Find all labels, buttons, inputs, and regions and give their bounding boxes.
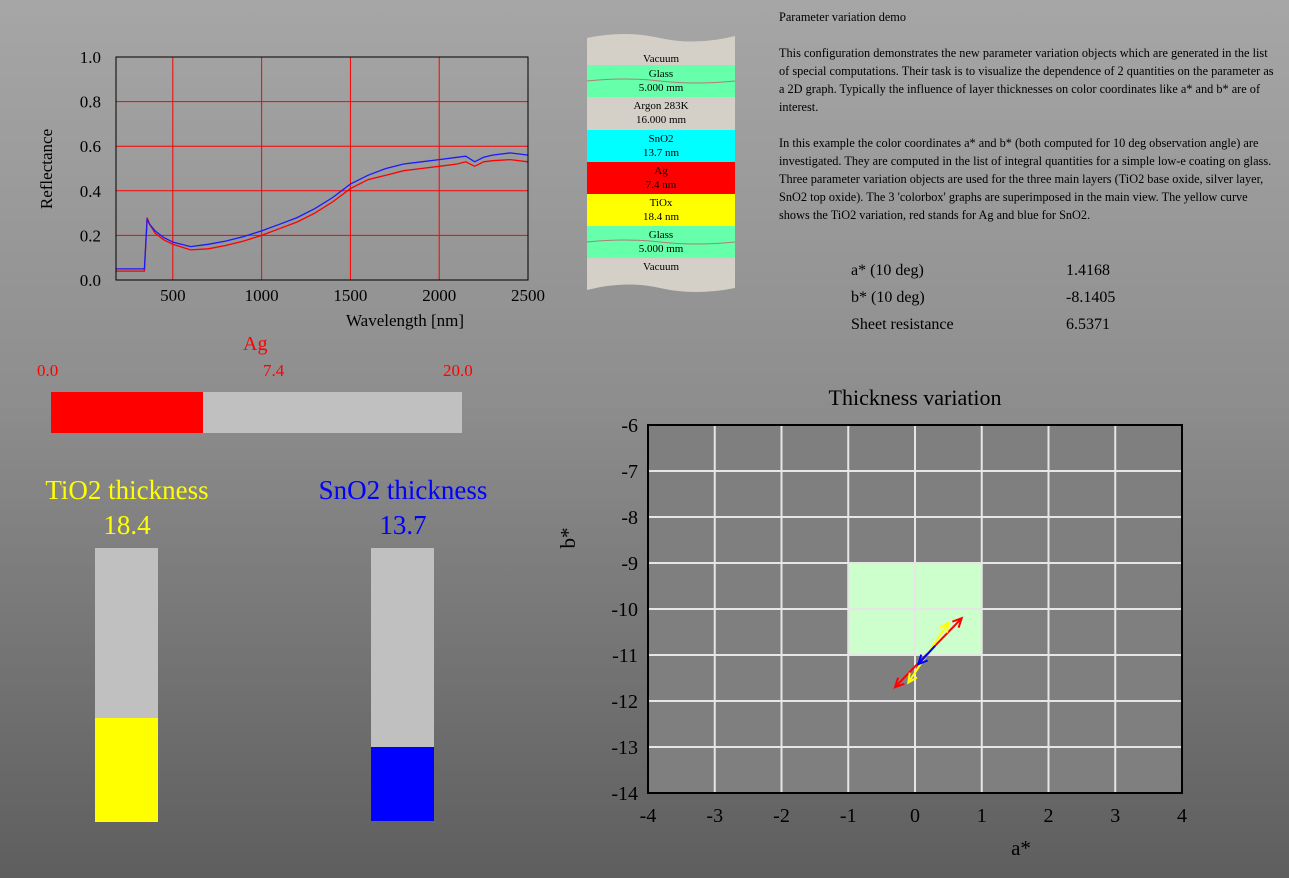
layer-stack-thickness: 18.4 nm: [643, 211, 680, 223]
variation-x-tick-label: -1: [840, 805, 857, 827]
variation-x-tick-label: 2: [1044, 805, 1054, 827]
reflectance-series: [116, 152, 529, 272]
variation-x-tick-label: 3: [1110, 805, 1120, 827]
reflectance-series-line: [116, 158, 529, 272]
variation-plot-frame: [647, 424, 1183, 794]
ag-slider-value-label: 7.4: [263, 361, 285, 380]
variation-x-tick-label: -3: [706, 805, 723, 827]
layer-stack-thickness: 16.000 mm: [636, 114, 687, 126]
sno2-thickness-title: SnO2 thickness: [318, 475, 488, 505]
tio2-thickness-bar[interactable]: [95, 548, 158, 822]
reflectance-series-line: [116, 152, 529, 270]
reflectance-plot-frame: [115, 56, 529, 281]
layer-stack-thickness: 5.000 mm: [639, 82, 684, 94]
layer-stack-thickness: 7.4 nm: [646, 179, 677, 191]
layer-stack-name: Argon 283K: [633, 100, 688, 112]
variation-y-tick-label: -13: [611, 737, 638, 759]
layer-stack-name: TiOx: [650, 197, 673, 209]
layer-stack-name: Vacuum: [643, 261, 679, 273]
layer-stack-name: Glass: [649, 68, 673, 80]
variation-title: Thickness variation: [829, 385, 1002, 410]
variation-y-tick-label: -8: [621, 507, 638, 529]
description-paragraph-1: This configuration demonstrates the new …: [779, 46, 1274, 114]
layer-stack-name: Glass: [649, 229, 673, 241]
variation-y-tick-label: -6: [621, 415, 638, 437]
description-panel: Parameter variation demo This configurat…: [779, 8, 1274, 242]
layer-stack-band: [587, 194, 735, 226]
ag-slider[interactable]: [51, 392, 462, 433]
ag-slider-min-label: 0.0: [37, 361, 59, 380]
reflectance-grid: [116, 57, 528, 280]
variation-x-tick-label: -2: [773, 805, 790, 827]
variation-y-axis-label: b*: [556, 528, 580, 549]
layer-stack-thickness: 13.7 nm: [643, 147, 680, 159]
ag-slider-title: Ag: [243, 333, 268, 355]
tio2-thickness-fill: [95, 717, 158, 822]
layer-stack-name: Ag: [654, 165, 668, 177]
result-name: a* (10 deg): [851, 262, 924, 279]
description-title: Parameter variation demo: [779, 10, 907, 24]
variation-series-arrowhead: [916, 654, 928, 666]
variation-x-tick-label: -4: [640, 805, 657, 827]
reflectance-x-tick-label: 1000: [245, 286, 279, 305]
result-name: b* (10 deg): [851, 289, 925, 306]
variation-x-axis-label: a*: [1011, 836, 1031, 860]
ag-slider-max-label: 20.0: [443, 361, 473, 380]
tio2-thickness-title: TiO2 thickness: [45, 475, 209, 505]
sno2-thickness-bar[interactable]: [371, 548, 434, 821]
sno2-thickness-fill: [371, 747, 434, 821]
result-value: -8.1405: [1066, 289, 1116, 306]
reflectance-x-tick-label: 2500: [511, 286, 545, 305]
variation-x-tick-label: 0: [910, 805, 920, 827]
reflectance-x-axis-label: Wavelength [nm]: [346, 311, 464, 330]
reflectance-y-tick-label: 0.6: [80, 137, 101, 156]
reflectance-y-tick-label: 0.4: [80, 182, 102, 201]
layer-stack-wave: [586, 78, 736, 84]
variation-y-tick-label: -11: [612, 645, 638, 667]
variation-y-tick-label: -12: [611, 691, 638, 713]
result-name: Sheet resistance: [851, 316, 954, 333]
reflectance-chart: 500 1000 1500 2000 2500 0.0 0.2 0.4 0.6 0.8 1.0 R…: [37, 48, 545, 330]
layer-stack-thickness: 5.000 mm: [639, 243, 684, 255]
tio2-thickness-value: 18.4: [103, 510, 151, 540]
result-value: 1.4168: [1066, 262, 1110, 279]
variation-series-arrowhead: [893, 677, 905, 689]
variation-y-tick-label: -14: [611, 783, 638, 805]
layer-stack-name: SnO2: [648, 133, 673, 145]
sno2-thickness-value: 13.7: [379, 510, 427, 540]
layer-stack-name: Vacuum: [643, 53, 679, 65]
variation-x-tick-label: 4: [1177, 805, 1187, 827]
reflectance-y-tick-label: 1.0: [80, 48, 101, 67]
reflectance-x-tick-label: 2000: [422, 286, 456, 305]
description-paragraph-2: In this example the color coordinates a*…: [779, 136, 1272, 222]
reflectance-y-axis-label: Reflectance: [37, 129, 56, 209]
variation-y-tick-label: -10: [611, 599, 638, 621]
reflectance-y-tick-label: 0.2: [80, 226, 101, 245]
layer-stack-band: [587, 162, 735, 194]
variation-series-arrowhead: [939, 620, 950, 633]
reflectance-y-tick-label: 0.8: [80, 93, 101, 112]
variation-series-line: [917, 645, 936, 665]
ag-slider-fill: [51, 392, 204, 433]
variation-series-arrowhead: [907, 672, 918, 685]
variation-y-tick-label: -9: [621, 553, 638, 575]
result-value: 6.5371: [1066, 316, 1110, 333]
variation-y-tick-label: -7: [621, 461, 638, 483]
layer-stack-band: [587, 130, 735, 162]
variation-x-tick-label: 1: [977, 805, 987, 827]
layer-stack-wave: [586, 239, 736, 245]
thickness-variation-chart: -4 -3 -2 -1 0 1 2 3 4 -6-7-8-9-10-11-12-13-14 Th…: [556, 385, 1187, 860]
reflectance-x-tick-label: 500: [160, 286, 186, 305]
variation-series-arrowhead: [951, 616, 964, 629]
reflectance-x-tick-label: 1500: [333, 286, 367, 305]
layer-stack: Vacuum Glass 5.000 mm Argon 283K 16.000 mm Sn…: [586, 34, 736, 292]
reflectance-y-tick-label: 0.0: [80, 271, 101, 290]
